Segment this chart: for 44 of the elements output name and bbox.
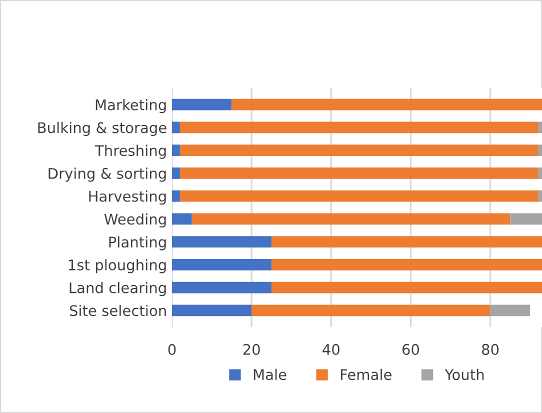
bar — [538, 167, 542, 179]
y-tick-label: Drying & sorting — [48, 168, 166, 182]
bar — [172, 213, 192, 225]
bar — [271, 282, 542, 294]
bar — [172, 282, 272, 294]
bar — [510, 213, 542, 225]
y-tick-label: Bulking & storage — [38, 122, 166, 136]
x-tick-label: 60 — [402, 344, 420, 355]
legend-label: Youth — [444, 368, 484, 380]
bar — [192, 213, 510, 225]
x-tick-label: 40 — [322, 344, 340, 355]
bar — [172, 236, 272, 248]
y-tick-label: Marketing — [96, 99, 166, 114]
bar — [172, 304, 252, 316]
legend-label: Male — [254, 368, 286, 380]
bar — [490, 304, 530, 316]
bar — [172, 144, 180, 156]
y-tick-label: Weeding — [104, 213, 166, 228]
bar — [172, 258, 272, 270]
bar — [180, 190, 538, 202]
bar — [180, 144, 538, 156]
bar — [172, 98, 232, 110]
y-tick-label: Threshing — [94, 144, 166, 159]
bar — [172, 122, 180, 134]
bar — [271, 236, 542, 248]
x-tick-label: 80 — [482, 344, 499, 355]
bar — [271, 258, 542, 270]
y-tick-label: Planting — [109, 236, 166, 250]
bar — [232, 98, 542, 110]
bar — [538, 144, 542, 156]
x-tick-label: 20 — [243, 344, 260, 355]
bar — [180, 122, 538, 134]
x-tick-label: 0 — [168, 344, 176, 355]
bar — [172, 167, 180, 179]
y-tick-label: Site selection — [70, 304, 166, 316]
bar — [172, 190, 180, 202]
bar — [538, 190, 542, 202]
bar — [252, 304, 490, 316]
bar — [538, 122, 542, 134]
y-tick-label: Land clearing — [70, 282, 166, 296]
bar — [180, 167, 538, 179]
y-tick-label: 1st ploughing — [68, 259, 166, 274]
y-tick-label: Harvesting — [89, 190, 166, 205]
legend-label: Female — [340, 368, 392, 380]
